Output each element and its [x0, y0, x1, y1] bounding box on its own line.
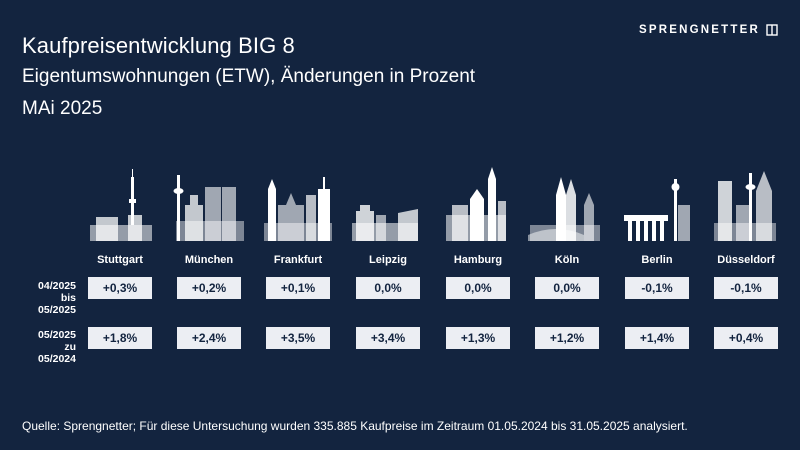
logo-mark-icon	[766, 24, 778, 36]
chart-date: MAi 2025	[22, 98, 103, 119]
value-cell: +0,4%	[714, 327, 778, 349]
value-cell: 0,0%	[356, 277, 420, 299]
muenchen-skyline-icon	[173, 175, 244, 241]
value-cell: +2,4%	[177, 327, 241, 349]
berlin-skyline-icon	[624, 179, 690, 241]
frankfurt-skyline-icon	[264, 177, 332, 241]
source-note: Quelle: Sprengnetter; Für diese Untersuc…	[22, 419, 688, 433]
value-cell: +0,3%	[88, 277, 152, 299]
value-cell: 0,0%	[446, 277, 510, 299]
row-label-line: zu 05/2024	[38, 341, 76, 365]
sprengnetter-logo: SPRENGNETTER	[639, 24, 778, 36]
value-cell: +1,4%	[625, 327, 689, 349]
row-label-line: 04/2025	[38, 280, 76, 292]
row-label: 04/2025 bis 05/2025	[24, 280, 76, 316]
hamburg-skyline-icon	[446, 167, 506, 241]
value-cell: +1,2%	[535, 327, 599, 349]
city-label: Frankfurt	[273, 254, 323, 266]
value-cell: +1,8%	[88, 327, 152, 349]
leipzig-skyline-icon	[352, 205, 418, 241]
logo-text: SPRENGNETTER	[639, 24, 760, 36]
koeln-skyline-icon	[528, 177, 600, 241]
title-block: Kaufpreisentwicklung BIG 8 Eigentumswohn…	[22, 30, 475, 125]
chart-subtitle: Eigentumswohnungen (ETW), Änderungen in …	[22, 66, 476, 87]
city-label: Stuttgart	[97, 254, 143, 266]
value-cell: 0,0%	[535, 277, 599, 299]
chart-title: Kaufpreisentwicklung BIG 8	[22, 33, 295, 58]
row-label: 05/2025 zu 05/2024	[24, 329, 76, 365]
value-cell: +1,3%	[446, 327, 510, 349]
value-cell: +0,1%	[266, 277, 330, 299]
value-cell: +3,4%	[356, 327, 420, 349]
value-cell: +3,5%	[266, 327, 330, 349]
value-cell: -0,1%	[714, 277, 778, 299]
stuttgart-skyline-icon	[90, 169, 152, 241]
city-label: Leipzig	[369, 254, 407, 266]
city-label: Berlin	[641, 254, 673, 266]
value-cell: +0,2%	[177, 277, 241, 299]
row-label-line: bis 05/2025	[38, 292, 76, 316]
duesseldorf-skyline-icon	[714, 171, 776, 241]
skyline-row	[90, 167, 776, 241]
row-label-line: 05/2025	[38, 329, 76, 341]
value-cell: -0,1%	[625, 277, 689, 299]
city-label: Köln	[554, 254, 580, 266]
city-label: Düsseldorf	[717, 254, 775, 266]
city-label: Hamburg	[453, 254, 503, 266]
city-label: München	[184, 254, 234, 266]
